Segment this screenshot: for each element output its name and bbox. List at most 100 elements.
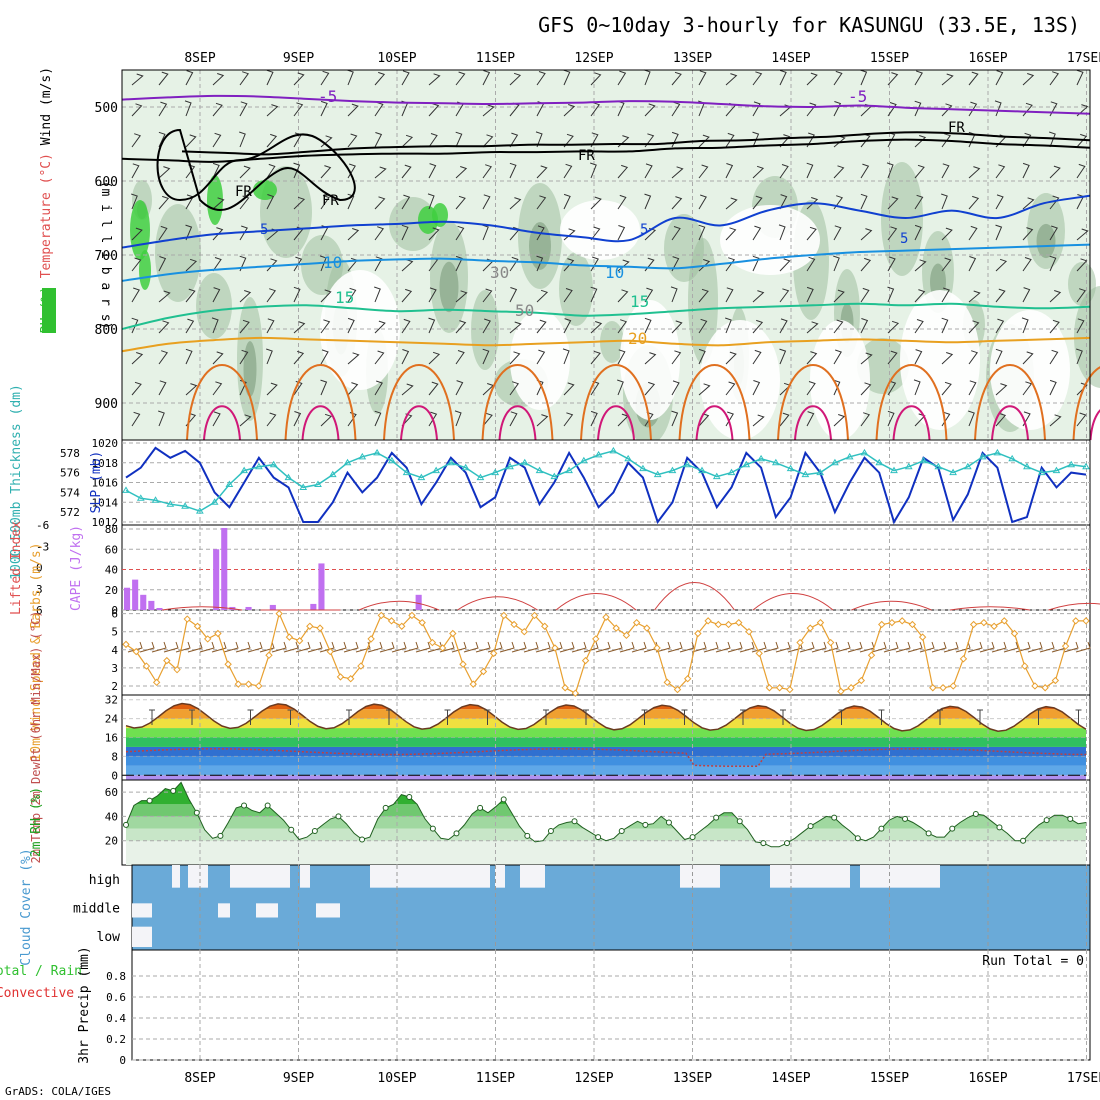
wind-barb — [320, 289, 332, 303]
wind-speed-marker — [990, 622, 998, 630]
wind-barb — [158, 320, 170, 334]
rh-ylabel: 2m RH (%) — [29, 787, 44, 857]
cloud-clear-gap — [300, 865, 310, 888]
wind-barb — [968, 256, 977, 272]
wind-speed-marker — [602, 613, 610, 621]
wind-barb-10m — [775, 641, 791, 653]
temp-minmax-marker — [543, 709, 549, 725]
rh-tick-label: 20 — [105, 835, 118, 848]
wind-barb — [617, 225, 626, 241]
wind-barb — [374, 256, 383, 272]
wind-barb — [1076, 348, 1083, 365]
wind-barb — [698, 288, 709, 303]
wind-speed-marker — [581, 656, 590, 665]
wind-speed-marker — [653, 644, 661, 652]
rh-marker — [500, 796, 507, 803]
wind-barb — [806, 102, 817, 117]
temp-minmax-marker — [287, 709, 294, 725]
freezing-contour — [156, 128, 356, 212]
contour-label: 20 — [628, 329, 647, 348]
wind-speed-marker — [530, 611, 539, 620]
day-label-bottom: 8SEP — [184, 1071, 215, 1086]
thickness-marker — [417, 473, 426, 481]
thickness-marker — [550, 472, 559, 480]
wind-barb — [860, 318, 869, 334]
slp-ylabel: SLP (mb) — [89, 451, 104, 514]
wind-barb — [1022, 132, 1032, 148]
contour-label: 10 — [605, 263, 624, 282]
wind-barb — [212, 351, 224, 365]
wind-barb — [401, 134, 414, 148]
wind-barb — [347, 352, 360, 365]
wind-barb — [158, 350, 169, 365]
wind-barb — [509, 197, 522, 210]
wind-barb — [293, 102, 304, 117]
wind-barb — [995, 194, 1004, 210]
rh-marker — [170, 787, 177, 794]
wind-barb — [590, 410, 598, 427]
hot-isotherm — [203, 405, 241, 441]
wind-speed-marker — [847, 684, 855, 692]
isotherm-line — [121, 302, 1091, 330]
thickness-marker — [1052, 466, 1061, 474]
wind-barb — [536, 195, 547, 210]
wind-barb — [482, 70, 491, 86]
profile-tick-label: 800 — [95, 323, 118, 338]
wind-speed-marker — [632, 618, 641, 627]
wind-barb — [887, 102, 897, 117]
wind-barb — [860, 382, 872, 396]
wind-barb — [860, 69, 868, 86]
temp-tick-label: 16 — [105, 732, 118, 745]
lifted-index-line — [161, 606, 243, 611]
cape-bar — [415, 594, 422, 610]
cape-bar — [156, 607, 163, 610]
wind-barb — [428, 351, 441, 365]
rh-shading — [559, 252, 593, 326]
rh-marker — [689, 834, 696, 841]
wind-barb — [779, 258, 791, 272]
wind-barb-10m — [463, 641, 479, 653]
wind-barb — [941, 352, 954, 365]
warm-isotherm — [1072, 366, 1100, 441]
rh-marker — [429, 825, 436, 832]
wind-tick-label: 2 — [111, 680, 118, 693]
wind-barb — [212, 73, 225, 86]
wind-speed-marker — [295, 637, 304, 645]
thickness-marker — [668, 466, 677, 474]
wind-barb — [239, 195, 250, 210]
wind-barb — [1022, 257, 1032, 272]
wind-speed-marker — [255, 682, 263, 690]
wind-barb — [968, 195, 980, 210]
wind-speed-marker — [1021, 662, 1029, 670]
thickness-marker — [949, 468, 957, 476]
wind-barb — [374, 132, 383, 148]
wind-speed-marker — [265, 651, 273, 659]
isotherm-line — [121, 336, 1091, 353]
wind-barb-10m — [391, 641, 407, 653]
wind-barb — [698, 383, 711, 396]
wind-barb — [293, 162, 301, 179]
slp-tick-label: 1020 — [92, 437, 119, 450]
thickness-marker — [1067, 460, 1076, 468]
wind-barb — [266, 133, 278, 148]
warm-isotherm — [974, 364, 1046, 441]
thickness-marker — [727, 468, 736, 476]
wind-barb — [887, 286, 895, 303]
wind-speed-marker — [683, 675, 692, 683]
cloud-clear-gap-mid — [218, 903, 230, 918]
wind-speed-marker — [183, 615, 191, 623]
hot-isotherm — [1089, 409, 1100, 441]
wind-barb — [698, 134, 710, 148]
rh-band — [126, 840, 1086, 865]
thickness-marker — [122, 486, 130, 493]
wind-barb — [995, 70, 1004, 86]
profile-ylabel-part: Wind (m/s) — [39, 67, 54, 145]
contour-label: 5 — [640, 222, 648, 238]
wind-barb — [671, 71, 682, 86]
rh-marker — [996, 824, 1003, 831]
rh-marker — [783, 840, 790, 847]
wind-speed-marker — [1031, 682, 1039, 690]
rh-marker — [878, 825, 885, 832]
wind-barb — [914, 164, 925, 179]
thickness-ylabel: 1000-500mb Thickness (dm) — [9, 384, 24, 580]
